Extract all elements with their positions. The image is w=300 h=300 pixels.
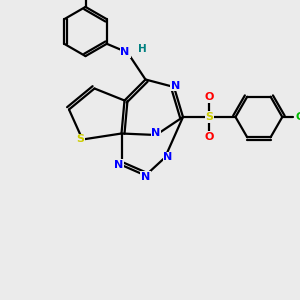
Text: N: N: [121, 47, 130, 57]
Text: O: O: [205, 132, 214, 142]
Text: S: S: [206, 112, 213, 122]
Text: N: N: [141, 172, 150, 182]
Text: N: N: [152, 128, 160, 139]
Text: S: S: [76, 134, 84, 145]
Text: O: O: [205, 92, 214, 102]
Text: N: N: [164, 152, 172, 163]
Text: H: H: [137, 44, 146, 54]
Text: N: N: [114, 160, 123, 170]
Text: N: N: [171, 80, 180, 91]
Text: Cl: Cl: [295, 112, 300, 122]
